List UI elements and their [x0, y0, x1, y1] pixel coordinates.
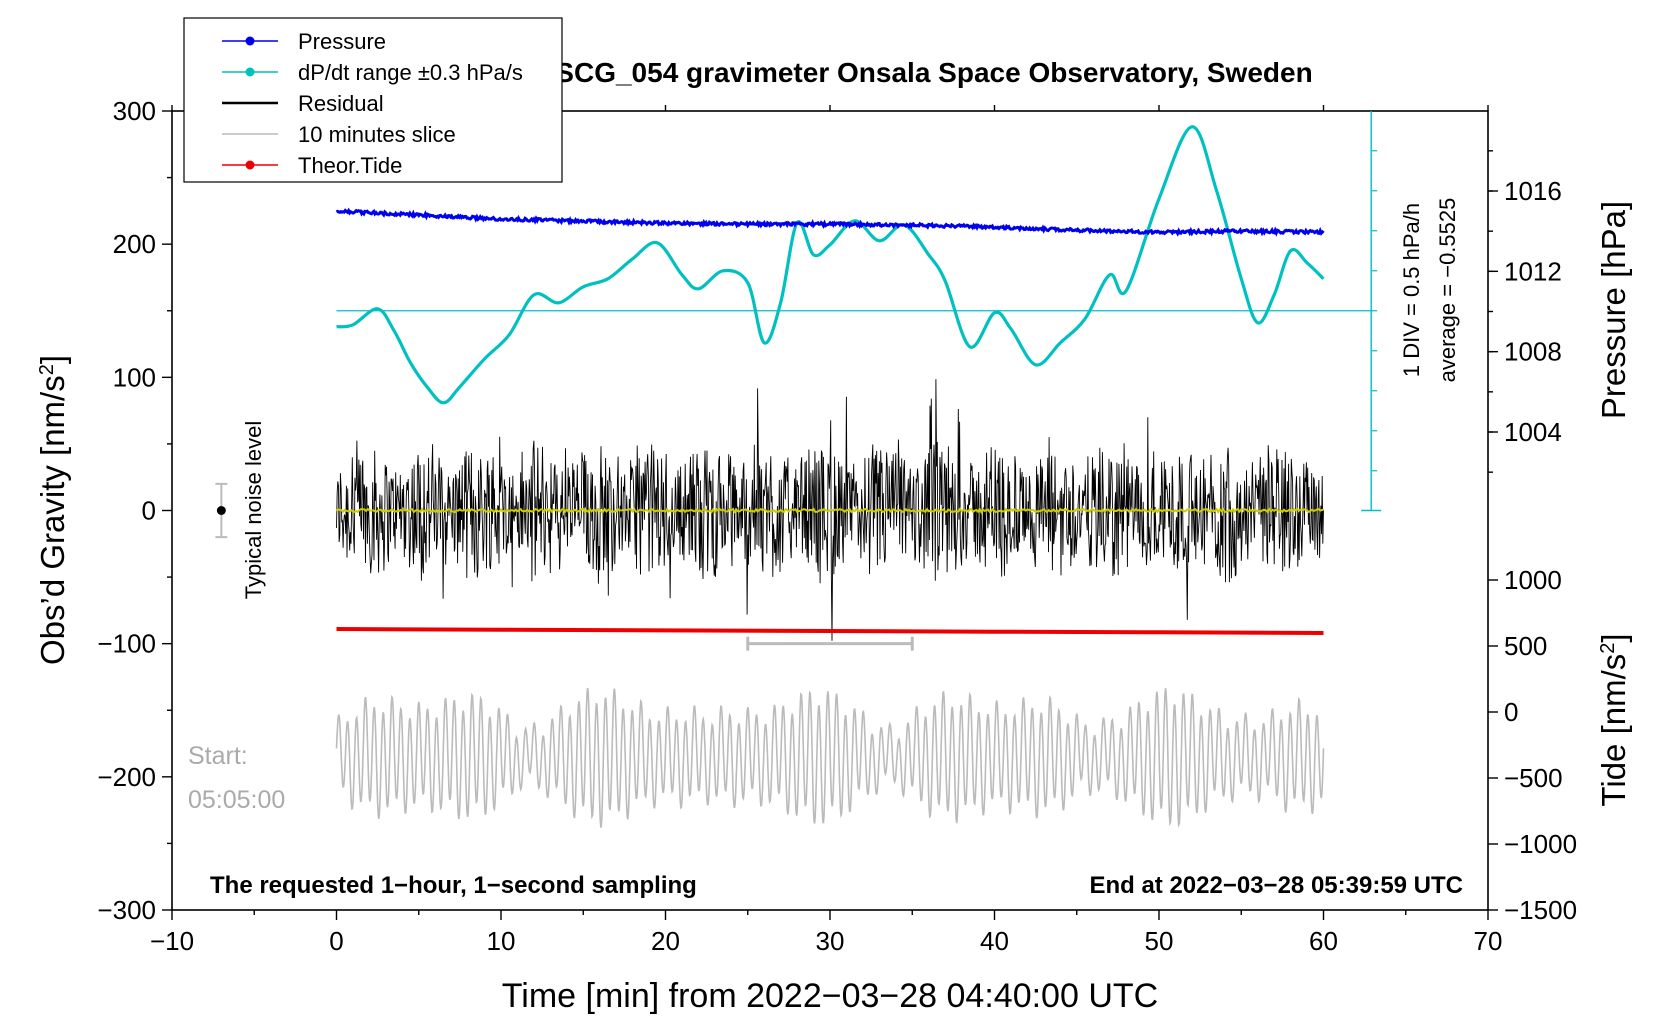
scale-label: 1 DIV = 0.5 hPa/h [1399, 203, 1424, 377]
pressure-tick-label: 1008 [1504, 337, 1562, 367]
y-tick-label: −100 [97, 629, 156, 659]
y-tick-label: 100 [113, 362, 156, 392]
y-axis-ticks: 300 200 100 0 −100 −200 −300 [97, 96, 172, 925]
x-tick-label: 20 [651, 926, 680, 956]
y-tick-label: 300 [113, 96, 156, 126]
y-axis-label-tide: Tide [nm/s2] [1595, 633, 1632, 806]
dpdt-series [336, 111, 1382, 512]
legend-label: dP/dt range ±0.3 hPa/s [298, 60, 523, 85]
legend-marker [245, 67, 255, 77]
tide-tick-label: −1000 [1504, 829, 1577, 859]
pressure-line [335, 207, 1325, 237]
start-label-1: Start: [188, 742, 248, 770]
legend-label: Pressure [298, 29, 386, 54]
residual-line [336, 379, 1324, 641]
x-tick-label: −10 [150, 926, 194, 956]
noise-point [216, 506, 226, 515]
tide-tick-label: 0 [1504, 697, 1518, 727]
tide-line [336, 627, 1324, 635]
noise-level-label: Typical noise level [241, 421, 266, 600]
x-tick-label: 70 [1474, 926, 1503, 956]
legend-entries: Pressure dP/dt range ±0.3 hPa/s Residual 10… [222, 29, 523, 178]
y-tick-label: 200 [113, 229, 156, 259]
pressure-series [335, 207, 1325, 237]
legend-label: Residual [298, 91, 384, 116]
x-tick-label: 60 [1309, 926, 1338, 956]
y-left-label-end: ] [34, 355, 71, 364]
start-label-2: 05:05:00 [188, 786, 285, 814]
tide-tick-label: −500 [1504, 763, 1563, 793]
y-left-label-sup: 2 [36, 364, 58, 375]
bottom-left-note: The requested 1−hour, 1−second sampling [210, 872, 697, 899]
y-tick-label: −200 [97, 762, 156, 792]
mean-line [335, 507, 1324, 514]
residual-mean-series [335, 507, 1324, 514]
legend-marker [245, 36, 255, 46]
tide-tick-label: −1500 [1504, 895, 1577, 925]
y-tick-label: 0 [142, 496, 156, 526]
bottom-right-note: End at 2022−03−28 05:39:59 UTC [1089, 872, 1463, 899]
y-axis-label-left: Obs’d Gravity [nm/s2] [34, 355, 71, 665]
tide-label-sup: 2 [1597, 643, 1619, 654]
x-axis-label: Time [min] from 2022−03−28 04:40:00 UTC [502, 977, 1158, 1015]
tide-axis-ticks: 1000 500 0 −500 −1000 −1500 [1488, 565, 1577, 925]
legend: Pressure dP/dt range ±0.3 hPa/s Residual 10… [183, 17, 563, 183]
x-tick-label: 50 [1145, 926, 1174, 956]
pressure-tick-label: 1012 [1504, 256, 1562, 286]
pressure-tick-label: 1016 [1504, 176, 1562, 206]
y-axis-label-pressure: Pressure [hPa] [1595, 201, 1632, 419]
legend-label: Theor.Tide [298, 153, 402, 178]
theoretical-tide-series [336, 627, 1324, 635]
average-label: average = −0.5525 [1435, 198, 1460, 383]
dpdt-line [336, 125, 1325, 405]
legend-label: 10 minutes slice [298, 122, 456, 147]
chart-title: SCG_054 gravimeter Onsala Space Observat… [555, 57, 1312, 88]
residual-series [336, 379, 1324, 641]
x-tick-label: 0 [329, 926, 343, 956]
tide-label-end: ] [1595, 633, 1632, 642]
x-axis-ticks: −10 0 10 20 30 40 50 60 70 [150, 105, 1503, 956]
x-tick-label: 40 [980, 926, 1009, 956]
pressure-tick-label: 1004 [1504, 417, 1562, 447]
x-tick-label: 10 [487, 926, 516, 956]
tide-tick-label: 1000 [1504, 565, 1562, 595]
slice-line [335, 687, 1325, 828]
pressure-axis-ticks: 1016 1012 1008 1004 [1488, 150, 1562, 473]
ten-minute-slice-series [335, 636, 1325, 828]
annotations-group [215, 482, 228, 539]
tide-label-main: Tide [nm/s [1595, 654, 1632, 807]
y-left-label-main: Obs’d Gravity [nm/s [34, 375, 71, 665]
legend-marker [245, 160, 255, 170]
y-tick-label: −300 [97, 895, 156, 925]
tide-tick-label: 500 [1504, 631, 1547, 661]
x-tick-label: 30 [816, 926, 845, 956]
legend-box [183, 17, 563, 183]
